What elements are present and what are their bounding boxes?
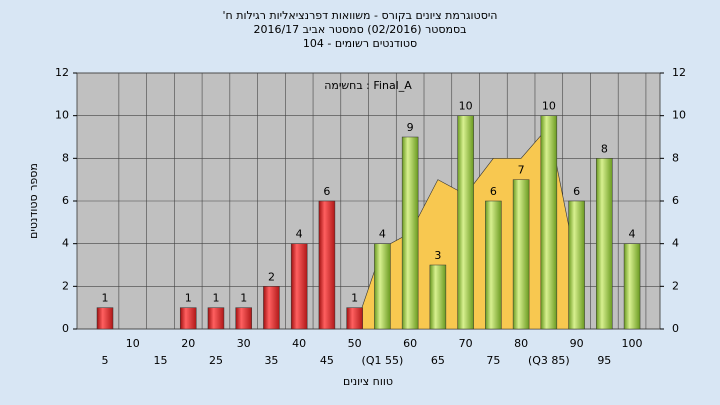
bar	[512, 179, 530, 330]
x-tick-label: 100	[622, 337, 643, 350]
x-tick-label: 60	[403, 337, 417, 350]
bar	[179, 307, 197, 330]
bar	[290, 243, 308, 330]
x-tick-label: 30	[237, 337, 251, 350]
bar	[457, 115, 474, 330]
value-label: 6	[573, 185, 580, 198]
value-label: 1	[185, 292, 192, 305]
x-tick-label: 40	[292, 337, 306, 350]
value-label: 10	[542, 100, 556, 113]
y2-tick-label: 2	[672, 279, 679, 292]
x-tick-label: 75	[486, 354, 500, 367]
value-label: 4	[629, 228, 636, 241]
x-tick-label: 5	[102, 354, 109, 367]
y-tick-label: 8	[62, 151, 69, 164]
y-tick-label: 0	[62, 322, 69, 335]
y-tick-label: 4	[62, 237, 69, 250]
bar	[623, 243, 641, 330]
y-tick-label: 2	[62, 279, 69, 292]
y2-tick-label: 12	[672, 66, 686, 79]
value-label: 1	[240, 292, 247, 305]
x-tick-label: (Q3 85)	[528, 354, 570, 367]
value-label: 4	[379, 228, 386, 241]
y-axis-label: מספר סטודנטים	[27, 163, 40, 239]
y-tick-label: 10	[55, 109, 69, 122]
title-line: בסמסטר (02/2016) סמסטר אביב 2016/17	[253, 23, 466, 36]
x-tick-label: 25	[209, 354, 223, 367]
bar	[96, 307, 114, 330]
value-label: 4	[296, 228, 303, 241]
bar	[346, 307, 363, 330]
x-tick-label: 35	[264, 354, 278, 367]
bar	[485, 200, 502, 330]
value-label: 6	[323, 185, 330, 198]
value-label: 1	[212, 292, 219, 305]
title-line: 'היסטוגרמת ציונים בקורס - משוואות דפרנצי…	[223, 9, 498, 22]
x-tick-label: 10	[126, 337, 140, 350]
value-label: 10	[459, 100, 473, 113]
value-label: 1	[351, 292, 358, 305]
x-tick-label: 95	[597, 354, 611, 367]
bar	[207, 307, 225, 330]
y-tick-label: 6	[62, 194, 69, 207]
x-tick-label: 20	[181, 337, 195, 350]
x-tick-label: 90	[570, 337, 584, 350]
y2-tick-label: 0	[672, 322, 679, 335]
bar	[596, 158, 613, 330]
x-tick-label: 80	[514, 337, 528, 350]
value-label: 9	[407, 121, 414, 134]
y2-tick-label: 6	[672, 194, 679, 207]
title-line: סטודנטים רשומים - 104	[303, 37, 417, 50]
value-label: 3	[434, 249, 441, 262]
x-tick-label: 45	[320, 354, 334, 367]
bar	[429, 264, 447, 330]
x-tick-label: 15	[153, 354, 167, 367]
bar	[374, 243, 391, 330]
y2-tick-label: 10	[672, 109, 686, 122]
bar	[401, 136, 419, 330]
x-tick-label: 70	[459, 337, 473, 350]
x-tick-label: (Q1 55)	[362, 354, 404, 367]
y2-tick-label: 4	[672, 237, 679, 250]
x-axis-label: טווח ציונים	[343, 375, 393, 388]
value-label: 6	[490, 185, 497, 198]
x-tick-label: 65	[431, 354, 445, 367]
bar	[235, 307, 252, 330]
value-label: 7	[518, 164, 525, 177]
bar	[540, 115, 558, 330]
bar	[263, 286, 280, 330]
value-label: 2	[268, 270, 275, 283]
bar	[568, 200, 585, 330]
y-tick-label: 12	[55, 66, 69, 79]
value-label: 1	[102, 292, 109, 305]
y2-tick-label: 8	[672, 151, 679, 164]
bar	[318, 200, 336, 330]
value-label: 8	[601, 142, 608, 155]
x-tick-label: 50	[348, 337, 362, 350]
